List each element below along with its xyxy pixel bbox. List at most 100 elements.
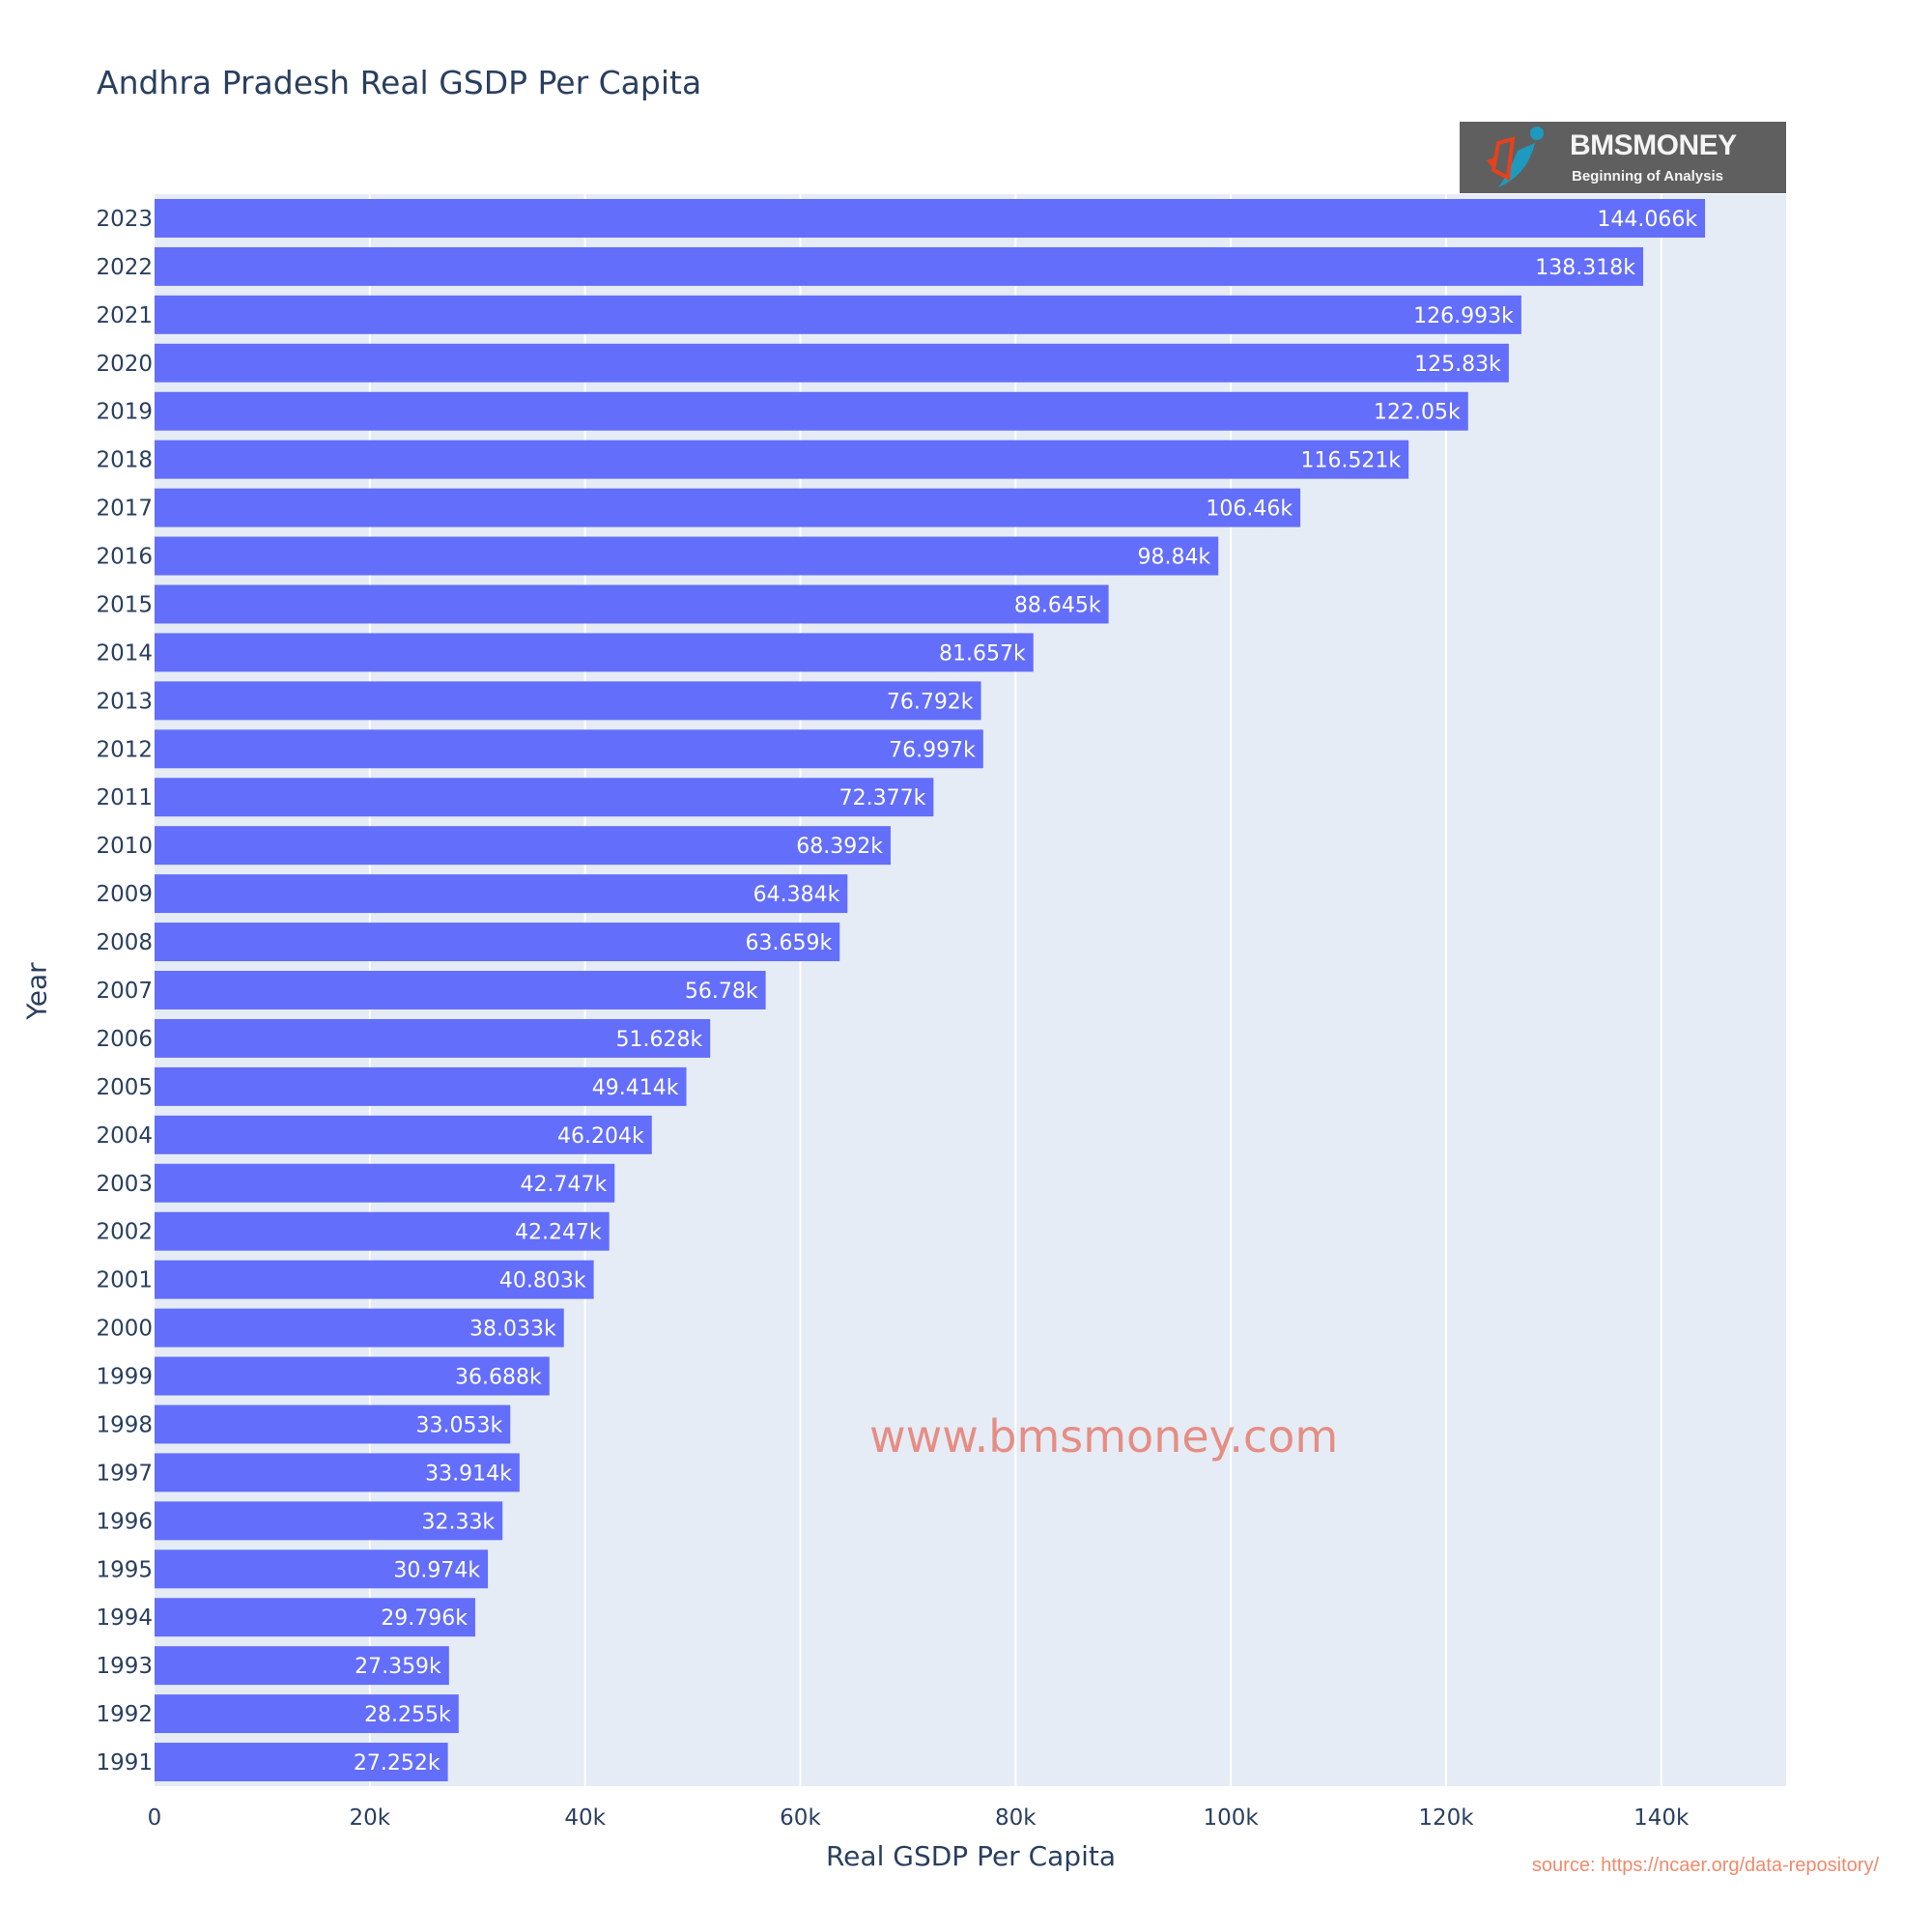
bar-value-label: 30.974k xyxy=(393,1558,480,1582)
bar-value-label: 27.359k xyxy=(355,1655,441,1679)
y-tick-label: 1991 xyxy=(96,1750,153,1776)
bar-2011 xyxy=(155,778,934,817)
y-tick-label: 2013 xyxy=(96,689,153,714)
chart-title: Andhra Pradesh Real GSDP Per Capita xyxy=(97,64,702,101)
y-tick-label: 2017 xyxy=(96,497,153,522)
bar-2022 xyxy=(155,246,1644,286)
bar-value-label: 38.033k xyxy=(469,1318,556,1342)
y-tick-label: 2004 xyxy=(96,1123,153,1149)
y-tick-label: 1997 xyxy=(96,1461,153,1486)
y-tick-label: 2012 xyxy=(96,737,153,762)
bar-value-label: 49.414k xyxy=(592,1076,679,1100)
bar-value-label: 68.392k xyxy=(796,835,883,859)
y-tick-label: 2022 xyxy=(96,255,153,280)
y-tick-label: 2014 xyxy=(96,640,153,666)
bar-1992 xyxy=(155,1694,459,1734)
y-tick-label: 2011 xyxy=(96,785,153,810)
bar-value-label: 29.796k xyxy=(381,1606,468,1631)
bar-1993 xyxy=(155,1646,449,1686)
y-tick-label: 2001 xyxy=(96,1268,153,1293)
bar-value-label: 64.384k xyxy=(753,883,840,907)
y-axis-title: Year xyxy=(20,962,53,1020)
bar-value-label: 81.657k xyxy=(939,641,1026,666)
bar-2006 xyxy=(155,1018,711,1058)
bar-2015 xyxy=(155,584,1109,624)
bar-2005 xyxy=(155,1066,687,1106)
logo-tagline: Beginning of Analysis xyxy=(1572,168,1723,185)
y-tick-label: 1999 xyxy=(96,1365,153,1390)
x-tick-label: 0 xyxy=(148,1805,162,1831)
bar-value-label: 106.46k xyxy=(1206,497,1293,522)
y-tick-label: 1994 xyxy=(96,1605,153,1631)
y-tick-label: 2021 xyxy=(96,303,153,328)
bar-2002 xyxy=(155,1211,610,1251)
bar-value-label: 28.255k xyxy=(364,1703,451,1727)
bar-2023 xyxy=(155,198,1706,238)
y-tick-label: 2008 xyxy=(96,930,153,955)
y-tick-label: 2000 xyxy=(96,1317,153,1342)
bar-value-label: 98.84k xyxy=(1137,546,1210,570)
bar-value-label: 144.066k xyxy=(1597,208,1697,232)
x-tick-label: 80k xyxy=(995,1805,1037,1831)
bar-2017 xyxy=(155,488,1301,527)
bar-value-label: 122.05k xyxy=(1374,401,1461,425)
x-tick-label: 60k xyxy=(780,1805,821,1831)
logo-icon xyxy=(1487,127,1544,187)
bar-2010 xyxy=(155,826,891,866)
x-tick-label: 120k xyxy=(1418,1805,1474,1831)
bar-value-label: 51.628k xyxy=(615,1028,702,1052)
bar-2021 xyxy=(155,295,1521,334)
y-tick-label: 2007 xyxy=(96,979,153,1004)
bar-2014 xyxy=(155,633,1034,672)
bar-1995 xyxy=(155,1549,489,1589)
bar-2019 xyxy=(155,391,1468,431)
x-tick-label: 40k xyxy=(564,1805,606,1831)
bar-value-label: 27.252k xyxy=(354,1751,440,1776)
bar-2009 xyxy=(155,874,848,914)
bar-2018 xyxy=(155,440,1409,479)
bar-value-label: 76.997k xyxy=(889,738,976,762)
bar-2003 xyxy=(155,1163,615,1203)
x-axis-title: Real GSDP Per Capita xyxy=(825,1840,1116,1872)
y-tick-label: 2016 xyxy=(96,545,153,570)
bar-value-label: 33.053k xyxy=(416,1413,503,1437)
y-tick-label: 2006 xyxy=(96,1027,153,1052)
y-tick-label: 2019 xyxy=(96,400,153,425)
x-tick-label: 140k xyxy=(1634,1805,1690,1831)
bar-2008 xyxy=(155,923,840,962)
y-tick-label: 2023 xyxy=(96,207,153,232)
x-tick-label: 100k xyxy=(1203,1805,1259,1831)
bar-value-label: 138.318k xyxy=(1535,256,1635,280)
bar-2020 xyxy=(155,343,1509,383)
y-tick-label: 1996 xyxy=(96,1509,153,1534)
bar-value-label: 33.914k xyxy=(425,1462,512,1486)
bmsmoney-logo: BMSMONEY Beginning of Analysis xyxy=(1460,122,1786,193)
y-tick-label: 2018 xyxy=(96,448,153,473)
y-tick-label: 1992 xyxy=(96,1702,153,1727)
bar-1996 xyxy=(155,1501,503,1541)
bar-value-label: 125.83k xyxy=(1414,353,1501,377)
bar-2007 xyxy=(155,971,766,1009)
y-tick-label: 1998 xyxy=(96,1412,153,1437)
bar-value-label: 126.993k xyxy=(1413,304,1514,328)
logo-name: BMSMONEY xyxy=(1570,129,1737,161)
y-tick-label: 1995 xyxy=(96,1557,153,1582)
y-tick-label: 2002 xyxy=(96,1220,153,1245)
bar-1994 xyxy=(155,1598,475,1637)
bar-value-label: 116.521k xyxy=(1300,449,1401,473)
x-tick-label: 20k xyxy=(350,1805,391,1831)
bar-value-label: 36.688k xyxy=(455,1366,542,1390)
y-tick-label: 2005 xyxy=(96,1075,153,1100)
bar-1997 xyxy=(155,1453,520,1492)
y-tick-label: 2009 xyxy=(96,882,153,907)
y-tick-label: 2020 xyxy=(96,352,153,377)
bar-value-label: 46.204k xyxy=(557,1124,644,1149)
bar-value-label: 76.792k xyxy=(887,690,974,714)
bar-2001 xyxy=(155,1260,594,1299)
bar-value-label: 42.747k xyxy=(521,1173,608,1197)
bar-value-label: 72.377k xyxy=(839,786,926,810)
y-tick-label: 1993 xyxy=(96,1654,153,1679)
bar-value-label: 32.33k xyxy=(421,1510,495,1534)
bar-1998 xyxy=(155,1405,511,1444)
